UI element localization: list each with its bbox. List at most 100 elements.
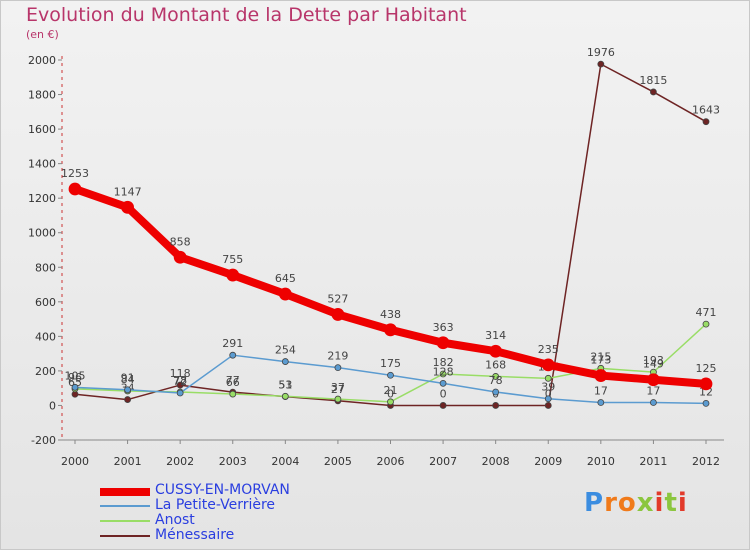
data-point [176, 381, 184, 389]
x-tick-label: 2010 [587, 455, 615, 468]
data-label: 438 [380, 308, 401, 321]
data-point [597, 399, 605, 406]
data-point [278, 287, 292, 301]
data-label: 37 [331, 381, 345, 394]
data-point [439, 402, 447, 409]
data-point [650, 399, 657, 406]
x-tick-label: 2005 [324, 455, 352, 468]
data-label: 254 [275, 344, 296, 357]
chart-title: Evolution du Montant de la Dette par Hab… [26, 4, 467, 26]
data-label: 53 [278, 378, 292, 391]
data-label: 235 [538, 343, 559, 356]
data-label: 1976 [587, 46, 615, 59]
x-tick-label: 2009 [534, 455, 562, 468]
data-point [68, 182, 82, 196]
data-point [281, 358, 289, 365]
data-label: 27 [331, 383, 345, 396]
data-point [544, 402, 552, 409]
data-point [647, 373, 660, 387]
data-label: 128 [433, 365, 454, 378]
data-label: 0 [440, 387, 447, 400]
logo-letter: r [604, 488, 618, 518]
data-label: 72 [173, 375, 187, 388]
data-label: 182 [433, 356, 454, 369]
data-label: 1815 [639, 74, 667, 87]
y-tick-label: 1400 [28, 158, 56, 171]
data-label: 1147 [114, 185, 142, 198]
x-tick-label: 2011 [639, 455, 667, 468]
data-point [702, 118, 710, 126]
data-label: 193 [643, 354, 664, 367]
data-point [439, 370, 447, 378]
legend-swatch-cussy [100, 488, 150, 496]
data-label: 858 [170, 235, 191, 248]
data-label: 527 [327, 292, 348, 305]
data-point [544, 395, 552, 403]
y-tick-label: 200 [35, 365, 56, 378]
y-tick-label: 400 [35, 330, 56, 343]
series-2: 96847866533721182168157215193471 [68, 306, 717, 406]
data-label: 84 [121, 373, 135, 386]
data-label: 215 [590, 350, 611, 363]
legend-label-menessaire: Ménessaire [155, 527, 235, 543]
data-label: 77 [226, 374, 240, 387]
data-point [650, 88, 657, 96]
data-point [229, 351, 237, 359]
data-label: 66 [226, 376, 240, 389]
logo-letter: i [654, 488, 665, 518]
x-tick-label: 2012 [692, 455, 720, 468]
data-label: 65 [68, 376, 82, 389]
data-point [597, 60, 605, 68]
legend-swatch-petite-verriere [100, 505, 150, 507]
data-label: 51 [278, 379, 292, 392]
data-label: 173 [590, 354, 611, 367]
data-point [436, 336, 450, 350]
data-point [699, 377, 713, 391]
data-point [173, 250, 187, 264]
data-label: 17 [594, 385, 608, 398]
chart-series: 6534118775127000019761815164396847866533… [61, 46, 720, 409]
data-point [176, 389, 184, 397]
data-label: 291 [222, 337, 243, 350]
data-label: 0 [545, 387, 552, 400]
y-tick-label: 0 [49, 399, 56, 412]
series-line [71, 185, 710, 388]
data-point [334, 364, 342, 372]
data-point [124, 396, 131, 403]
data-point [492, 373, 500, 380]
legend-label-cussy: CUSSY-EN-MORVAN [155, 482, 290, 498]
data-label: 78 [489, 374, 503, 387]
data-point [594, 369, 608, 382]
data-point [229, 390, 237, 398]
data-point [702, 320, 710, 328]
y-tick-label: 600 [35, 296, 56, 309]
data-label: 471 [696, 306, 717, 319]
data-point [489, 344, 503, 358]
y-tick-label: 1200 [28, 192, 56, 205]
data-point [387, 398, 394, 406]
data-label: 314 [485, 329, 506, 342]
series-0: 1253 1147 858 755 645 527 438 363 314 235 173 149 12… [61, 167, 717, 391]
data-point [331, 308, 345, 321]
data-label: 125 [696, 362, 717, 375]
data-label: 175 [380, 357, 401, 370]
data-label: 168 [485, 358, 506, 371]
data-label: 17 [646, 385, 660, 398]
data-label: 78 [173, 374, 187, 387]
y-tick-label: 800 [35, 261, 56, 274]
data-point [384, 323, 397, 337]
data-label: 96 [68, 371, 82, 384]
y-tick-label: 2000 [28, 54, 56, 67]
data-point [334, 395, 342, 403]
data-point [439, 379, 447, 387]
logo-letter: x [636, 488, 655, 518]
x-tick-label: 2004 [271, 455, 299, 468]
data-point [492, 402, 500, 409]
x-tick-label: 2000 [61, 455, 89, 468]
data-label: 755 [222, 253, 243, 266]
data-point [544, 374, 552, 382]
proxiti-logo: Proxiti [584, 488, 688, 518]
data-label: 645 [275, 272, 296, 285]
series-3: 65341187751270000197618151643 [68, 46, 720, 409]
data-label: 91 [121, 372, 135, 385]
